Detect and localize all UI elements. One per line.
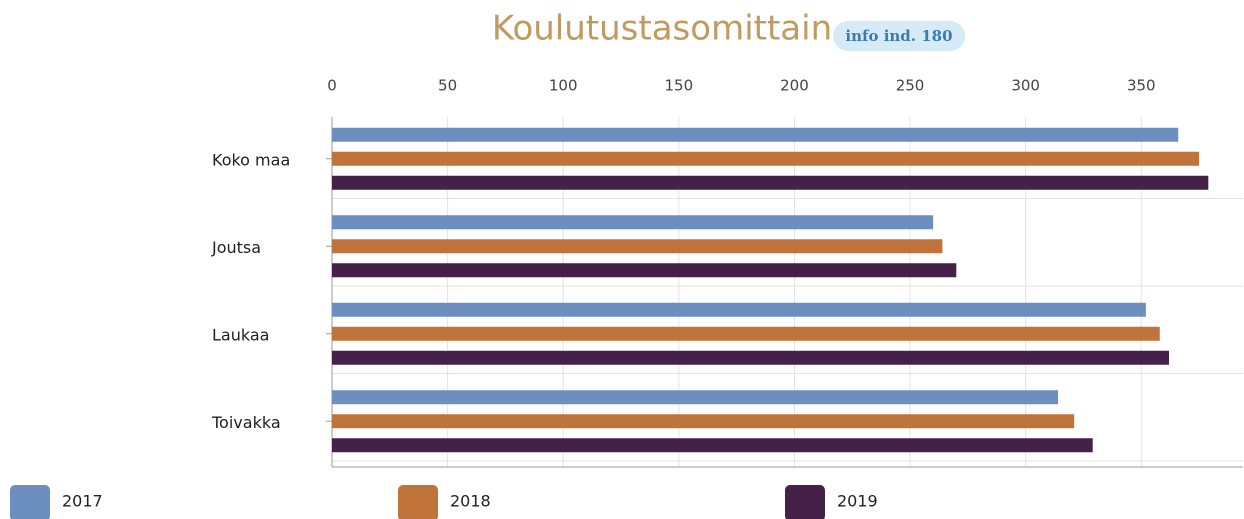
- bar: [332, 263, 957, 278]
- bar: [332, 326, 1160, 341]
- badge[interactable]: [833, 21, 965, 51]
- bar: [332, 215, 934, 230]
- bar: [332, 127, 1179, 142]
- legend-label: 2019: [837, 492, 878, 511]
- y-tick-label: Laukaa: [212, 325, 269, 344]
- bar: [332, 302, 1146, 317]
- bar: [332, 414, 1075, 429]
- bar: [332, 438, 1093, 453]
- x-tick-label: 150: [665, 77, 694, 95]
- bar: [332, 350, 1170, 365]
- legend-swatch: [398, 485, 438, 519]
- bar: [332, 390, 1059, 405]
- badge-text[interactable]: info ind. 180: [845, 27, 952, 45]
- legend-swatch: [10, 485, 50, 519]
- y-tick-label: Koko maa: [212, 150, 290, 169]
- x-tick-label: 350: [1127, 77, 1156, 95]
- y-tick-label: Joutsa: [211, 238, 261, 257]
- x-tick-label: 100: [549, 77, 578, 95]
- bar: [332, 239, 943, 254]
- x-tick-label: 0: [327, 77, 337, 95]
- legend-label: 2017: [62, 492, 103, 511]
- legend-swatch: [785, 485, 825, 519]
- legend-label: 2018: [450, 492, 491, 511]
- x-tick-label: 200: [780, 77, 809, 95]
- y-tick-label: Toivakka: [211, 413, 281, 432]
- bar: [332, 175, 1209, 190]
- chart-title: Koulutustasomittain: [492, 9, 832, 49]
- x-tick-label: 50: [438, 77, 457, 95]
- x-tick-label: 300: [1011, 77, 1040, 95]
- bar: [332, 151, 1200, 166]
- x-tick-label: 250: [896, 77, 925, 95]
